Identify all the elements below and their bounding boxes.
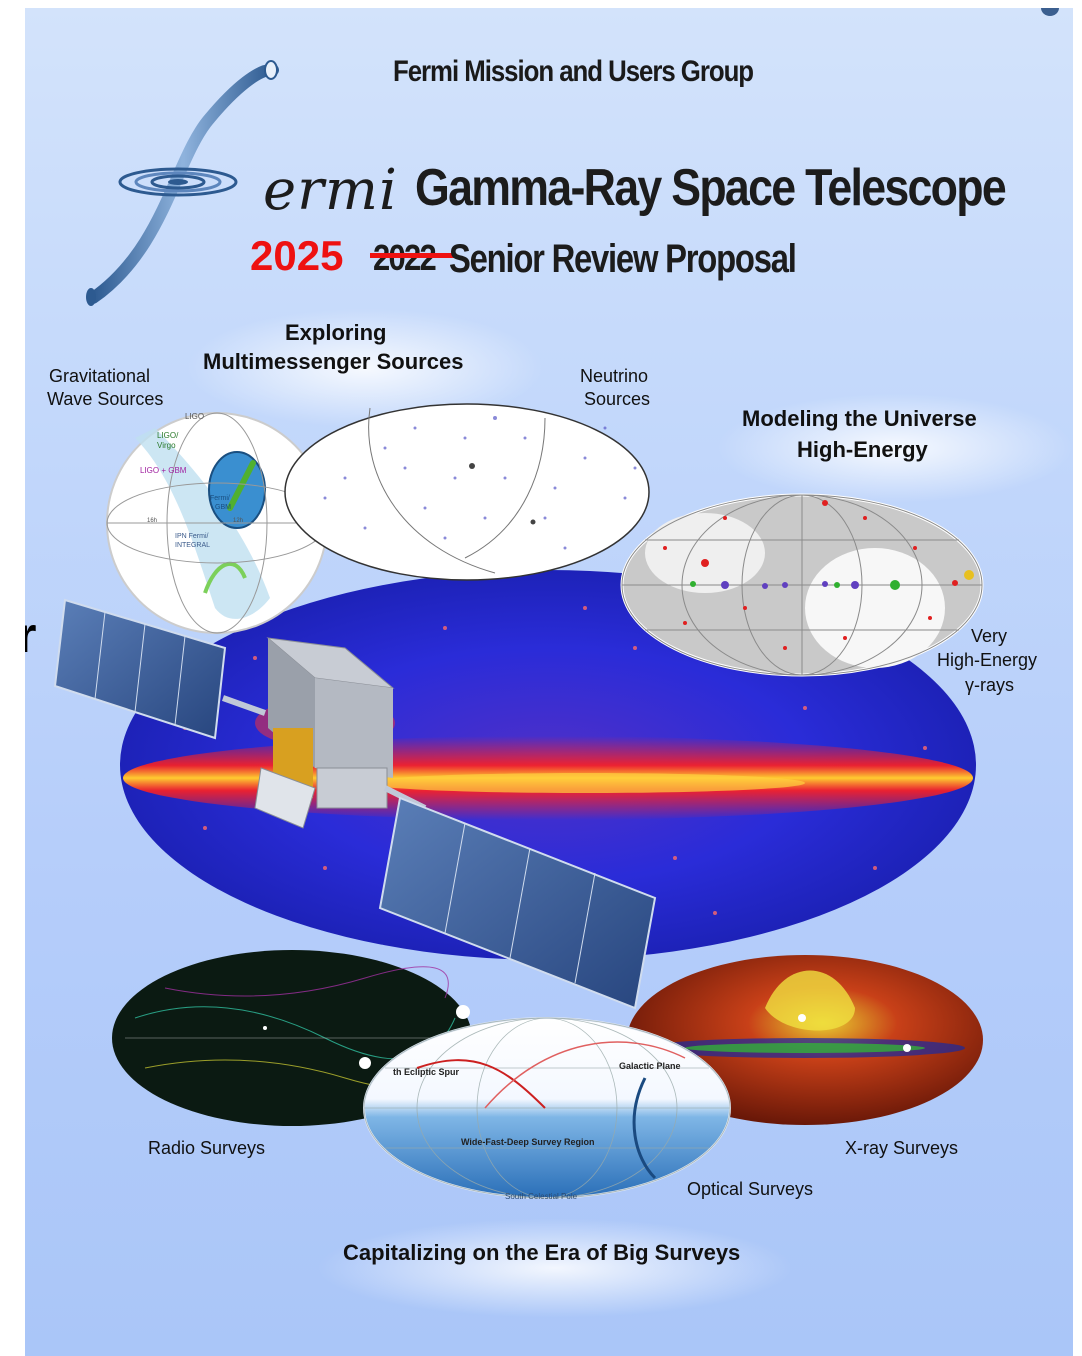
neutrino-label: Neutrino [580,366,649,386]
modeling-heading: High-Energy [797,437,928,462]
big-surveys-heading: Capitalizing on the Era of Big Surveys [343,1240,741,1265]
mission-group-title: Fermi Mission and Users Group [393,55,754,88]
corner-mark [1041,8,1059,16]
telescope-title: Gamma-Ray Space Telescope [415,159,1007,217]
gw-sky-globe: LIGO LIGO/ Virgo LIGO + GBM Fermi/ GBM 1… [106,412,328,634]
heading-glow [315,1218,795,1318]
fermi-spacecraft [53,598,657,1010]
neutrino-label: Sources [584,389,651,409]
cover-artwork: LIGO LIGO/ Virgo LIGO + GBM Fermi/ GBM 1… [53,60,984,1201]
gw-label-ligo-gbm: LIGO + GBM [140,466,187,475]
optical-label: Optical Surveys [687,1179,814,1199]
year-new: 2025 [250,232,344,279]
heading-glow [715,393,1073,503]
optical-label-south-pole: South Celestial Pole [505,1192,578,1201]
stray-letter: r [25,607,37,663]
neutrino-sky-map [284,403,650,581]
vhe-label: γ-rays [965,675,1014,695]
fermi-logo-word: ermi [263,158,398,223]
fermi-logo [86,60,279,306]
vhe-label: Very [971,626,1008,646]
gw-label-fermi-gbm: Fermi/ [210,495,230,502]
gw-label-ipn: INTEGRAL [175,542,210,549]
vhe-sky-map [620,493,984,677]
gw-label-ra: 12h [233,518,243,524]
gw-label: Gravitational [49,366,151,386]
multimessenger-heading: Multimessenger Sources [203,349,464,374]
strikethrough-line [370,253,454,258]
multimessenger-heading: Exploring [285,320,387,345]
vhe-label: High-Energy [937,650,1038,670]
optical-sky-map: th Ecliptic Spur Galactic Plane Wide-Fas… [363,1017,731,1201]
optical-label-survey-region: Wide-Fast-Deep Survey Region [461,1137,594,1147]
gw-label-ligo: LIGO [185,412,204,421]
gw-label: Wave Sources [47,389,164,409]
cover-page: r [25,8,1073,1356]
optical-label-galactic-plane: Galactic Plane [619,1061,681,1071]
gw-label-ligo-virgo: LIGO/ [157,431,179,440]
xray-label: X-ray Surveys [845,1138,959,1158]
modeling-heading: Modeling the Universe [742,406,977,431]
gw-label-ra: 16h [147,518,157,524]
year-old-struck: 2022 [373,237,437,279]
proposal-title: Senior Review Proposal [449,237,797,281]
optical-label-ecliptic: th Ecliptic Spur [393,1067,460,1077]
radio-label: Radio Surveys [148,1138,266,1158]
gw-label-ligo-virgo: Virgo [157,441,176,450]
gw-label-fermi-gbm: GBM [215,504,231,511]
gw-label-ipn: IPN Fermi/ [175,533,209,540]
